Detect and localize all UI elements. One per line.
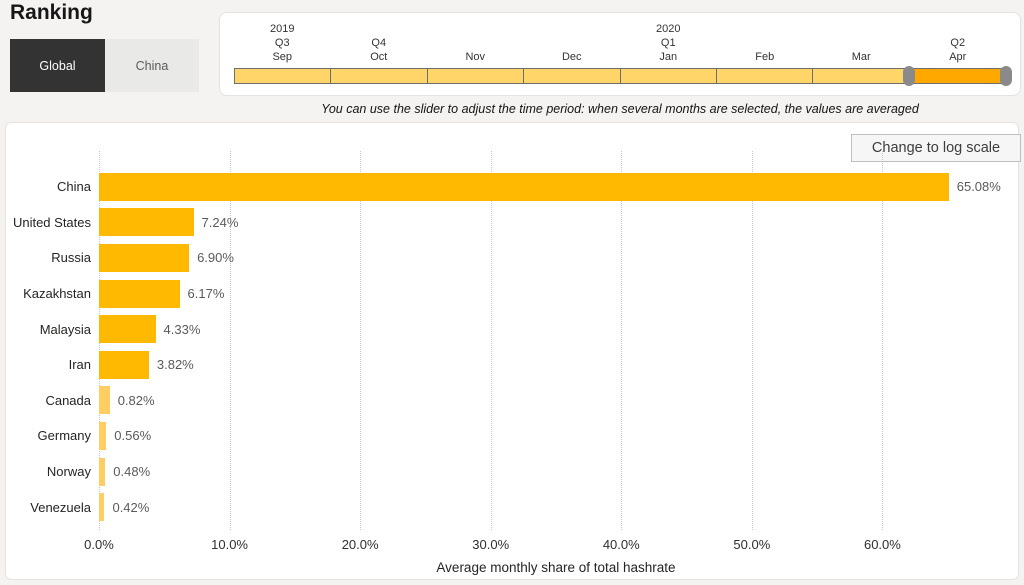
hashrate-bar[interactable] <box>99 243 190 272</box>
slider-note: You can use the slider to adjust the tim… <box>321 102 919 116</box>
slider-segment-mar[interactable] <box>813 69 910 83</box>
category-label: Venezuela <box>30 499 91 515</box>
slider-month-label: Mar <box>851 51 871 63</box>
value-label: 0.48% <box>113 464 151 480</box>
slider-segment-nov[interactable] <box>427 69 525 83</box>
value-label: 0.42% <box>112 499 150 515</box>
slider-segment-feb[interactable] <box>716 69 814 83</box>
x-tick-label: 40.0% <box>602 537 640 552</box>
gridline-20 <box>360 151 362 530</box>
slider-month-label: Jan <box>659 51 678 63</box>
x-tick-label: 10.0% <box>211 537 248 552</box>
slider-segment-sep[interactable] <box>235 69 332 83</box>
page-title: Ranking <box>10 1 93 24</box>
chart-row-germany: Germany 0.56% <box>6 418 1018 454</box>
category-label: Russia <box>51 250 91 266</box>
x-tick-label: 20.0% <box>341 537 379 552</box>
x-tick-label: 50.0% <box>733 537 771 552</box>
category-label: Norway <box>46 464 91 480</box>
slider-handle-left[interactable] <box>903 66 915 86</box>
value-label: 7.24% <box>201 214 239 230</box>
slider-segment-jan[interactable] <box>620 69 717 83</box>
chart-row-norway: Norway 0.48% <box>6 454 1018 490</box>
view-toggle: Global China <box>10 39 199 92</box>
chart-row-iran: Iran 3.82% <box>6 347 1018 383</box>
value-label: 0.82% <box>117 392 155 408</box>
time-slider-card: 2019 Q3 Sep Q4 Oct Nov Dec 2020 Q1 Jan Feb Mar Q2 Apr <box>219 12 1021 96</box>
chart-row-russia: Russia 6.90% <box>6 240 1018 276</box>
category-label: Malaysia <box>39 321 91 337</box>
gridline-50 <box>751 151 753 530</box>
time-slider-track[interactable] <box>234 68 1006 84</box>
gridline-40 <box>621 151 623 530</box>
slider-segment-apr[interactable] <box>909 69 1005 83</box>
hashrate-bar[interactable] <box>99 421 107 450</box>
category-label: Kazakhstan <box>23 286 91 302</box>
slider-year-label: 2020 <box>656 23 681 35</box>
chart-row-united-states: United States 7.24% <box>6 205 1018 241</box>
x-tick-label: 60.0% <box>863 537 901 552</box>
category-label: United States <box>12 214 91 230</box>
chart-row-china: China 65.08% <box>6 169 1018 205</box>
value-label: 65.08% <box>956 179 1001 195</box>
chart-row-canada: Canada 0.82% <box>6 383 1018 419</box>
slider-month-label: Nov <box>465 51 486 63</box>
category-label: Germany <box>37 428 91 444</box>
value-label: 4.33% <box>163 321 201 337</box>
log-scale-button[interactable]: Change to log scale <box>851 134 1021 162</box>
slider-segment-dec[interactable] <box>524 69 621 83</box>
x-axis-title: Average monthly share of total hashrate <box>436 560 676 575</box>
slider-handle-right[interactable] <box>1000 66 1012 86</box>
slider-month-label: Apr <box>949 51 967 63</box>
chart-rows: China 65.08% United States 7.24% Russia 6.90%… <box>6 169 1018 525</box>
hashrate-bar[interactable] <box>99 493 105 522</box>
chart-row-malaysia: Malaysia 4.33% <box>6 311 1018 347</box>
slider-quarter-label: Q2 <box>950 37 966 49</box>
value-label: 6.90% <box>197 250 234 266</box>
hashrate-bar[interactable] <box>99 315 156 344</box>
toggle-china-button[interactable]: China <box>105 39 199 92</box>
value-label: 6.17% <box>187 286 225 302</box>
x-tick-label: 0.0% <box>84 537 114 552</box>
hashrate-bar[interactable] <box>99 457 106 486</box>
slider-quarter-label: Q3 <box>274 37 290 49</box>
chart-row-venezuela: Venezuela 0.42% <box>6 489 1018 525</box>
value-label: 0.56% <box>114 428 152 444</box>
gridline-10 <box>229 151 231 530</box>
hashrate-bar[interactable] <box>99 350 149 379</box>
value-label: 3.82% <box>156 357 194 373</box>
hashrate-bar[interactable] <box>99 208 194 237</box>
category-label: China <box>57 179 91 195</box>
slider-month-label: Oct <box>370 51 388 63</box>
hashrate-bar[interactable] <box>99 279 180 308</box>
slider-month-label: Sep <box>272 51 293 63</box>
toggle-global-button[interactable]: Global <box>10 39 105 92</box>
slider-month-label: Dec <box>561 51 582 63</box>
gridline-30 <box>490 151 492 530</box>
slider-month-label: Feb <box>755 51 775 63</box>
hashrate-bar[interactable] <box>99 386 110 415</box>
hashrate-bar[interactable] <box>99 172 949 201</box>
x-tick-label: 30.0% <box>472 537 510 552</box>
slider-quarter-label: Q4 <box>371 37 387 49</box>
slider-quarter-label: Q1 <box>660 37 676 49</box>
slider-segment-oct[interactable] <box>331 69 428 83</box>
chart-row-kazakhstan: Kazakhstan 6.17% <box>6 276 1018 312</box>
category-label: Canada <box>45 392 91 408</box>
ranking-chart-card: Change to log scale China 65.08% United St… <box>5 122 1021 580</box>
category-label: Iran <box>68 357 91 373</box>
slider-year-label: 2019 <box>270 23 295 35</box>
gridline-60 <box>882 151 884 530</box>
